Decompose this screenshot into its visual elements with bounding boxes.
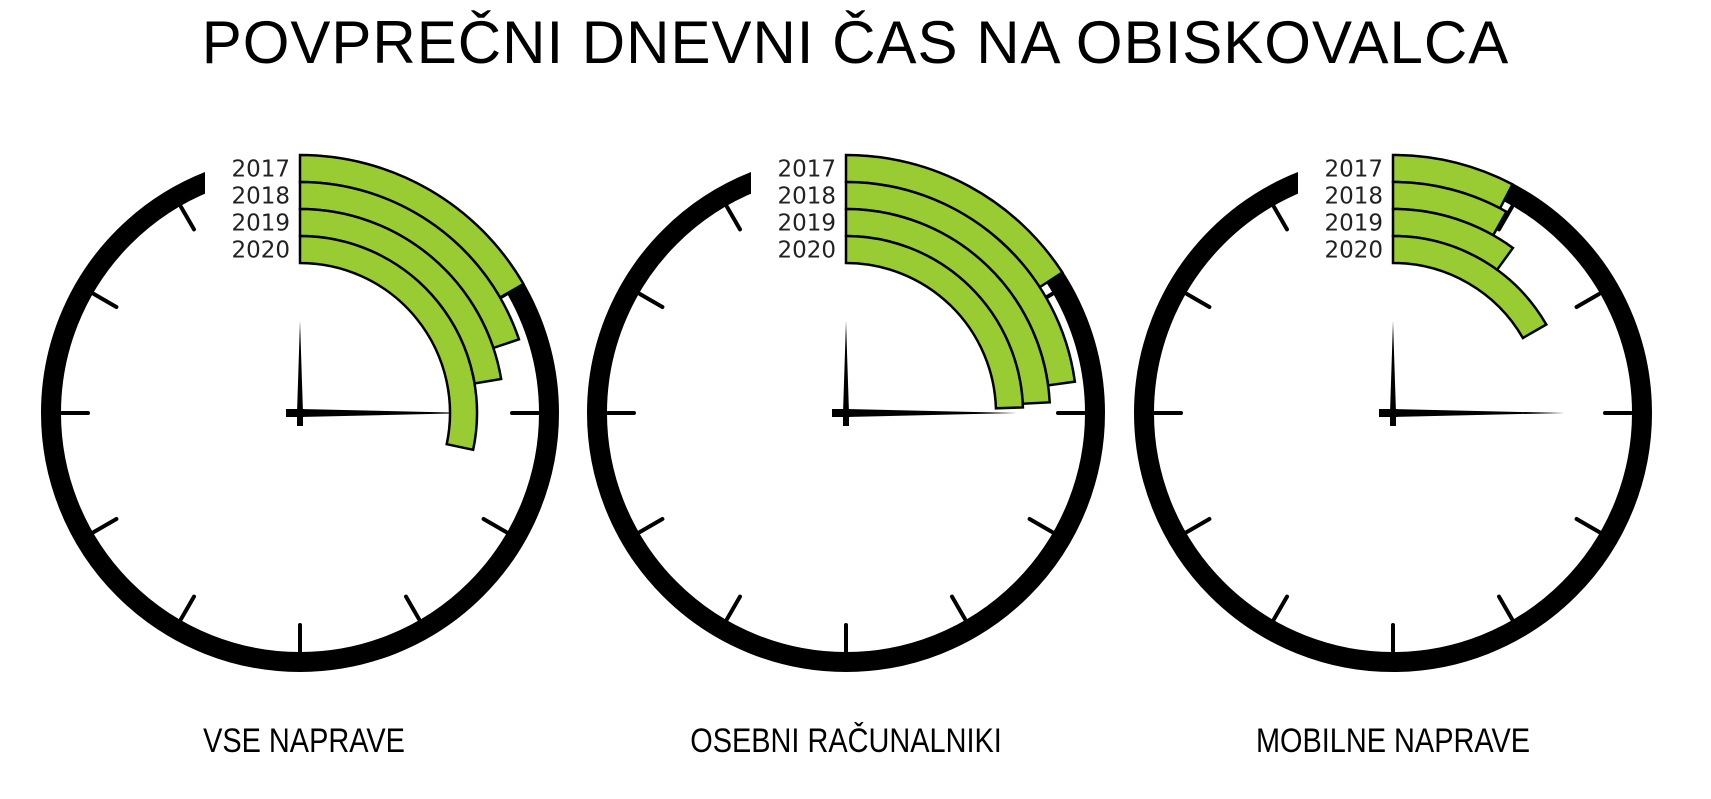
hour-tick (179, 594, 196, 622)
hour-tick (91, 292, 119, 309)
hand-hub (286, 409, 304, 417)
year-label: 2017 (777, 157, 836, 183)
hand-hub (843, 409, 849, 426)
hour-tick (725, 204, 742, 232)
hour-hand (1393, 409, 1565, 417)
hour-tick (1184, 517, 1212, 534)
hour-tick (91, 517, 119, 534)
clock-label-computers: OSEBNI RAČUNALNIKI (690, 722, 1002, 760)
hour-tick (950, 594, 967, 622)
year-label: 2020 (1324, 238, 1383, 264)
hour-tick (637, 292, 665, 309)
year-label: 2017 (1324, 157, 1383, 183)
chart-title: POVPREČNI DNEVNI ČAS NA OBISKOVALCA (201, 9, 1510, 76)
year-label: 2018 (777, 184, 836, 210)
year-label: 2019 (1324, 211, 1383, 237)
hour-hand (846, 409, 1018, 417)
hour-tick (1272, 204, 1289, 232)
bar-2020 (1391, 234, 1548, 340)
hour-tick (179, 204, 196, 232)
hand-hub (297, 409, 303, 426)
hour-tick (1027, 517, 1055, 534)
label-background (1298, 128, 1393, 268)
bar-2020 (844, 234, 1025, 410)
hour-tick (1497, 204, 1514, 232)
hour-hand (300, 409, 472, 417)
year-label: 2019 (777, 211, 836, 237)
year-label: 2020 (231, 238, 290, 264)
hour-tick (1272, 594, 1289, 622)
hour-tick (481, 517, 509, 534)
label-background (751, 128, 846, 268)
year-label: 2017 (231, 157, 290, 183)
hand-hub (832, 409, 850, 417)
hour-tick (404, 594, 421, 622)
year-label: 2018 (1324, 184, 1383, 210)
hour-tick (1184, 292, 1212, 309)
year-label: 2020 (777, 238, 836, 264)
hand-hub (1379, 409, 1397, 417)
minute-hand (843, 321, 849, 413)
minute-hand (1390, 321, 1396, 413)
bar-2020 (298, 234, 479, 452)
clock-label-all-devices: VSE NAPRAVE (203, 722, 405, 760)
year-label: 2018 (231, 184, 290, 210)
hour-tick (1497, 594, 1514, 622)
minute-hand (297, 321, 303, 413)
year-label: 2019 (231, 211, 290, 237)
hour-tick (637, 517, 665, 534)
clock-label-mobile: MOBILNE NAPRAVE (1255, 722, 1531, 760)
label-background (205, 128, 300, 268)
hour-tick (725, 594, 742, 622)
hour-tick (1574, 517, 1602, 534)
hour-tick (1574, 292, 1602, 309)
hand-hub (1390, 409, 1396, 426)
